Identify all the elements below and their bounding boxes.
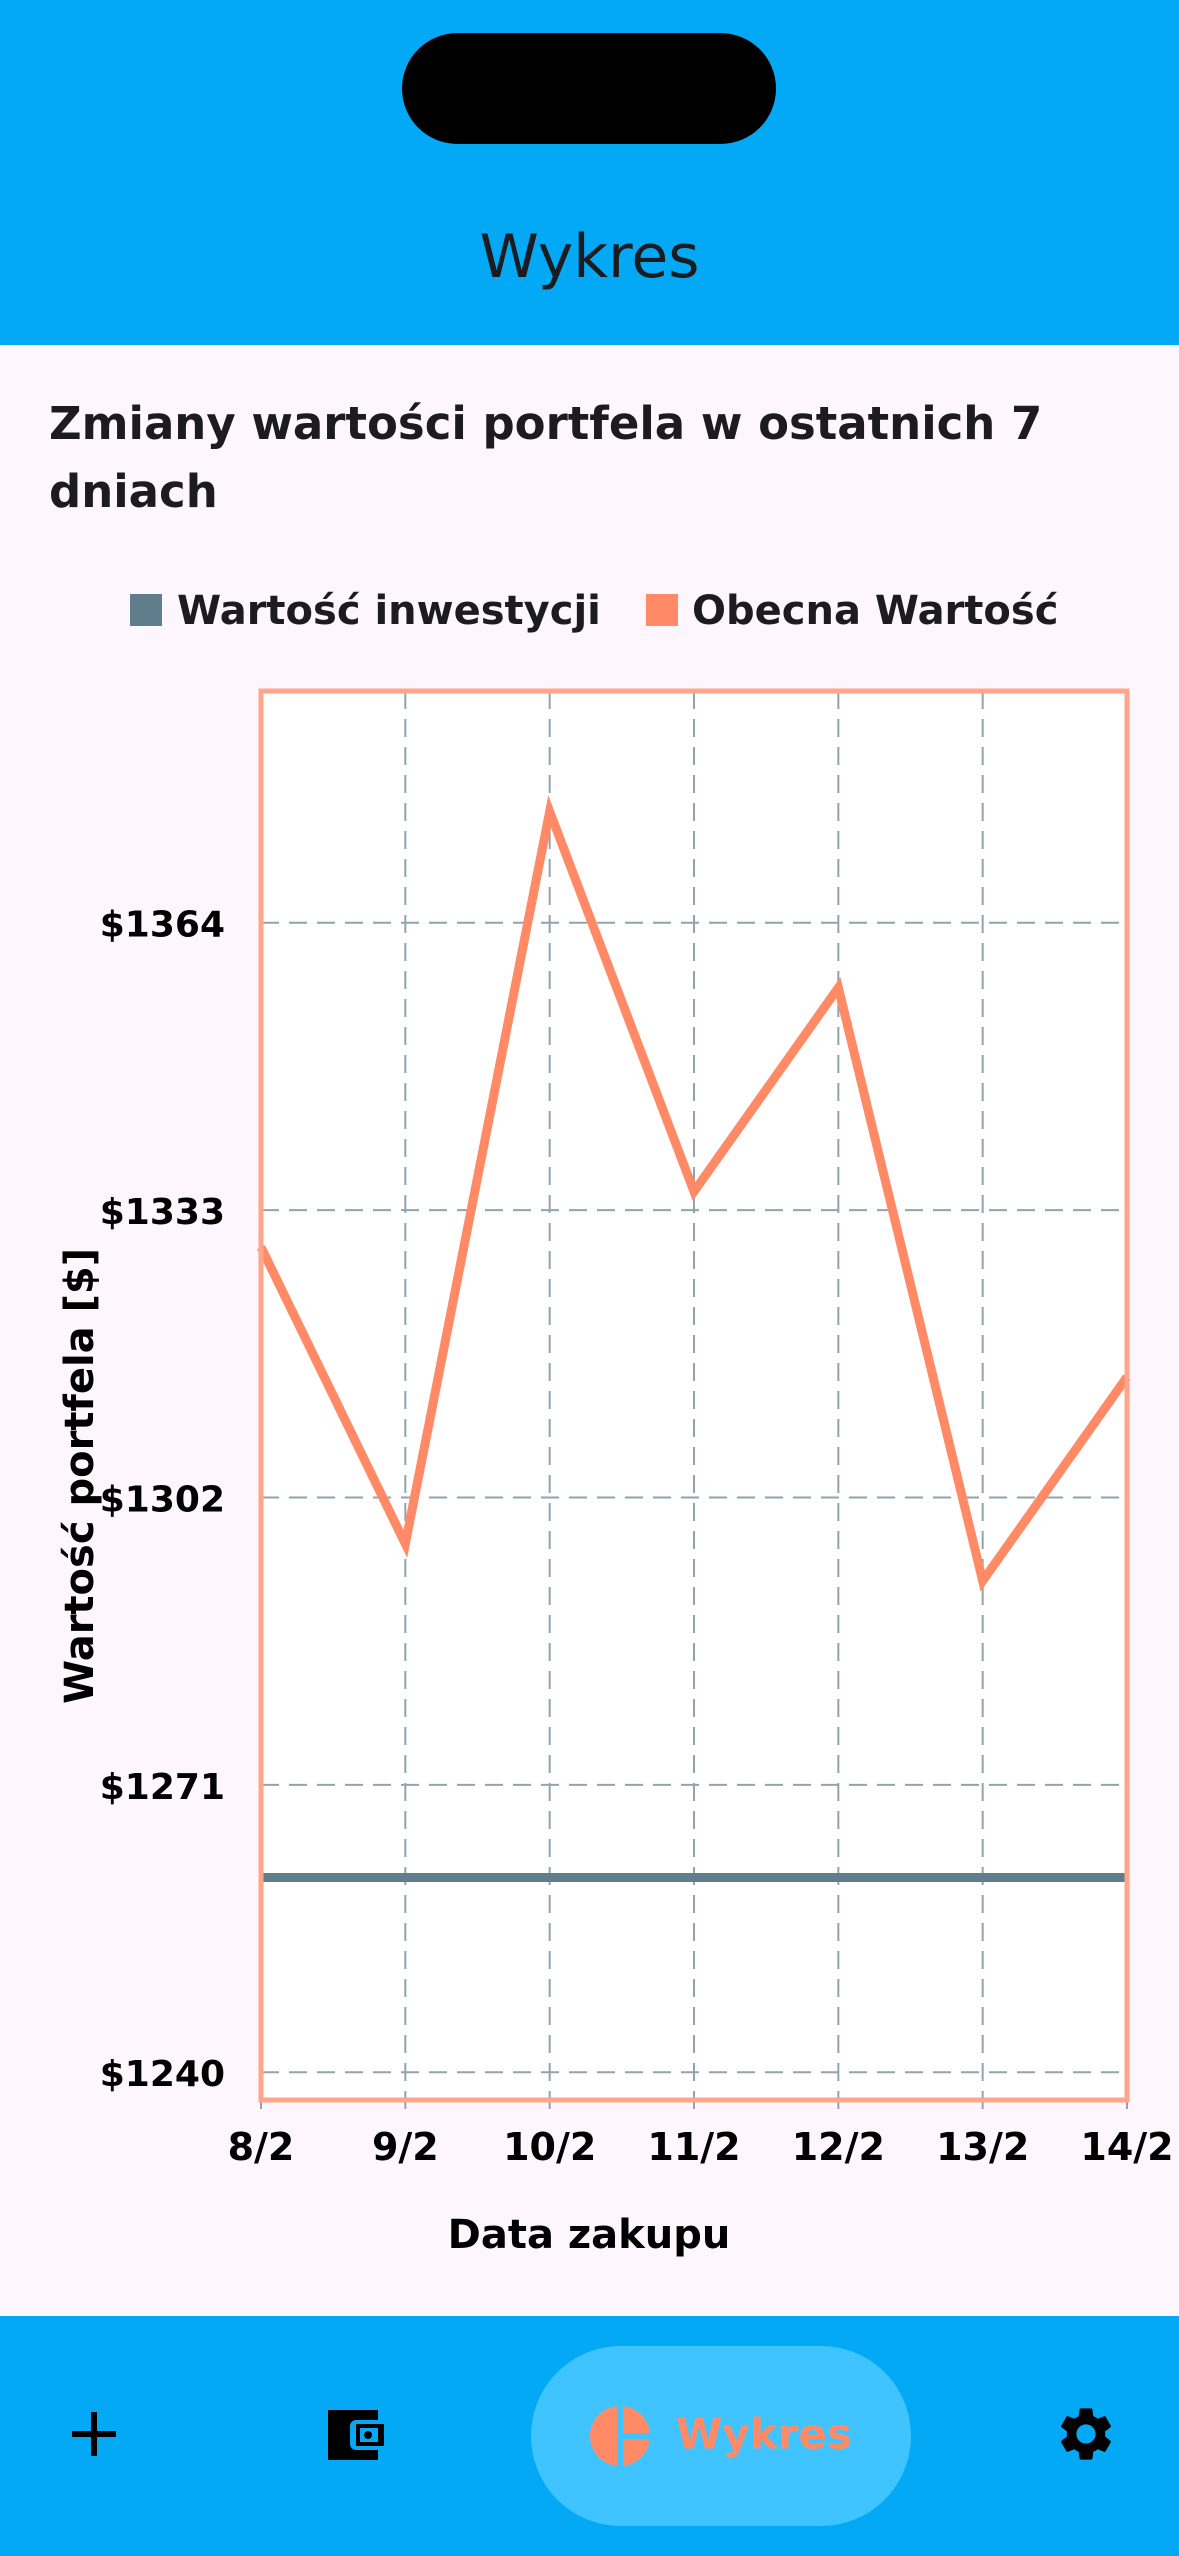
x-tick-label: 13/2 xyxy=(936,2125,1029,2169)
settings-button[interactable] xyxy=(1036,2392,1136,2476)
portfolio-line-chart: $1240 $1271 $1302 $1333 $1364 8/2 9/2 10/2 11/2 1… xyxy=(57,588,1174,2258)
legend-label-investment: Wartość inwestycji xyxy=(177,588,601,634)
x-tick-label: 10/2 xyxy=(503,2125,596,2169)
chart-tab-label[interactable]: Wykres xyxy=(676,2409,852,2459)
page-title: Wykres xyxy=(479,222,700,292)
data-point xyxy=(981,1579,984,1582)
x-tick-label: 11/2 xyxy=(647,2125,740,2169)
legend-swatch-investment xyxy=(130,594,162,626)
y-tick-label: $1240 xyxy=(100,2054,225,2095)
data-point xyxy=(837,986,840,989)
dynamic-island xyxy=(402,33,776,144)
x-tick-label: 12/2 xyxy=(792,2125,885,2169)
app-bar: Wykres xyxy=(0,0,1179,345)
pie-chart-icon xyxy=(590,2405,651,2467)
y-tick-label: $1302 xyxy=(100,1479,225,1520)
legend-label-current-value: Obecna Wartość xyxy=(692,588,1058,634)
y-axis-label: Wartość portfela [$] xyxy=(57,1248,103,1704)
chart-button[interactable] xyxy=(588,2404,652,2468)
bottom-navigation-bar: Wykres xyxy=(0,2316,1179,2556)
data-point xyxy=(693,1190,695,1193)
legend-swatch-current-value xyxy=(646,594,678,626)
y-tick-label: $1333 xyxy=(100,1192,225,1233)
x-axis-label: Data zakupu xyxy=(448,2212,731,2258)
data-point xyxy=(548,810,551,813)
plot-border xyxy=(258,688,1130,2103)
wallet-button[interactable] xyxy=(306,2394,406,2474)
data-point xyxy=(404,1542,407,1545)
y-tick-label: $1271 xyxy=(100,1767,225,1808)
plus-icon xyxy=(72,2412,116,2456)
chart-title: Zmiany wartości portfela w ostatnich 7 d… xyxy=(49,397,1043,518)
gear-icon xyxy=(1061,2408,1111,2460)
x-tick-label: 14/2 xyxy=(1080,2125,1173,2169)
y-tick-label: $1364 xyxy=(100,905,225,946)
wallet-icon xyxy=(328,2410,384,2460)
x-tick-label: 9/2 xyxy=(372,2125,439,2169)
add-button[interactable] xyxy=(44,2394,144,2474)
x-tick-label: 8/2 xyxy=(228,2125,295,2169)
